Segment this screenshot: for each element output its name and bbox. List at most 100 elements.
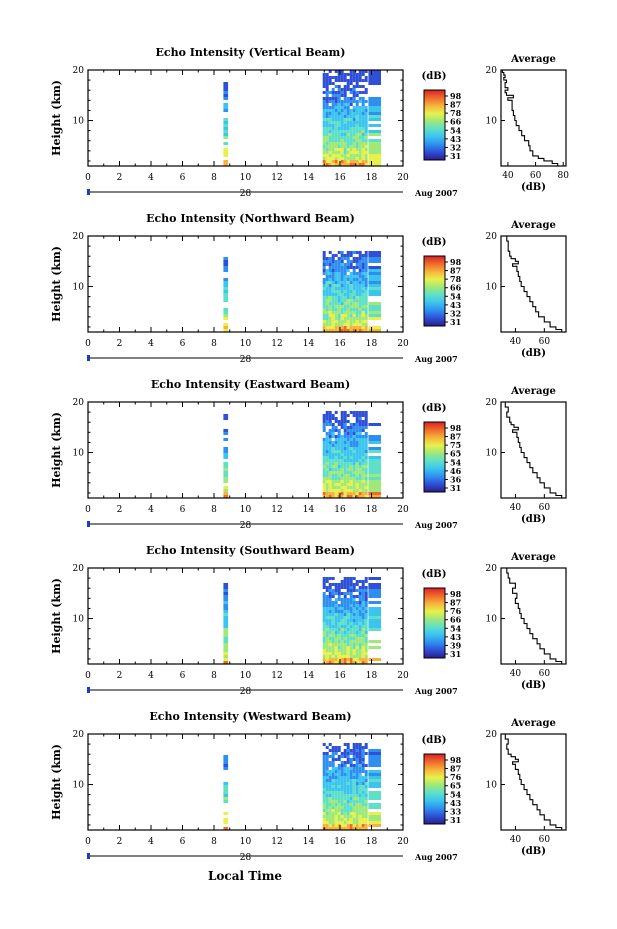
heatmap-cell bbox=[364, 492, 368, 495]
heatmap-cell bbox=[223, 263, 229, 266]
heatmap-cell bbox=[368, 815, 381, 818]
heatmap-cell bbox=[361, 637, 365, 640]
heatmap-cell bbox=[361, 610, 365, 613]
heatmap-cell bbox=[334, 589, 338, 592]
heatmap-cell bbox=[358, 284, 362, 287]
heatmap-cell bbox=[331, 423, 335, 426]
x-tick-label: 18 bbox=[366, 671, 378, 681]
heatmap-cell bbox=[346, 610, 350, 613]
heatmap-cell bbox=[361, 275, 365, 278]
heatmap-cell bbox=[334, 305, 338, 308]
heatmap-cell bbox=[368, 157, 381, 160]
heatmap-cell bbox=[352, 779, 356, 782]
heatmap-cell bbox=[358, 136, 362, 139]
heatmap-cell bbox=[337, 94, 341, 97]
heatmap-cell bbox=[331, 163, 335, 166]
heatmap-cell bbox=[358, 414, 362, 417]
heatmap-cell bbox=[322, 447, 326, 450]
heatmap-cell bbox=[352, 634, 356, 637]
heatmap-cell bbox=[331, 432, 335, 435]
heatmap-cell bbox=[361, 767, 365, 770]
heatmap-cell bbox=[340, 441, 344, 444]
heatmap-cell bbox=[337, 115, 341, 118]
heatmap-cell bbox=[343, 284, 347, 287]
heatmap-cell bbox=[361, 299, 365, 302]
heatmap-cell bbox=[349, 423, 353, 426]
heatmap-cell bbox=[368, 462, 381, 465]
heatmap-cell bbox=[223, 471, 229, 474]
heatmap-cell bbox=[322, 317, 326, 320]
heatmap-cell bbox=[346, 148, 350, 151]
heatmap-cell bbox=[328, 124, 332, 127]
heatmap-cell bbox=[340, 770, 344, 773]
heatmap-cell bbox=[337, 441, 341, 444]
heatmap-cell bbox=[328, 82, 332, 85]
heatmap-cell bbox=[352, 329, 356, 332]
heatmap-cell bbox=[334, 821, 338, 824]
heatmap-cell bbox=[337, 97, 341, 100]
heatmap-cell bbox=[364, 465, 368, 468]
heatmap-cell bbox=[361, 800, 365, 803]
heatmap-cell bbox=[343, 163, 347, 166]
profile-x-label: (dB) bbox=[521, 846, 546, 857]
heatmap-cell bbox=[331, 595, 335, 598]
heatmap-cell bbox=[358, 788, 362, 791]
heatmap-cell bbox=[328, 495, 332, 498]
heatmap-cell bbox=[349, 305, 353, 308]
heatmap-cell bbox=[322, 773, 326, 776]
heatmap-cell bbox=[349, 782, 353, 785]
heatmap-cell bbox=[340, 423, 344, 426]
heatmap-cell bbox=[223, 103, 229, 106]
x-tick-label: 12 bbox=[271, 339, 282, 349]
heatmap-cell bbox=[346, 293, 350, 296]
x-tick-label: 14 bbox=[303, 671, 315, 681]
heatmap-cell bbox=[352, 296, 356, 299]
heatmap-cell bbox=[346, 139, 350, 142]
heatmap-cell bbox=[337, 779, 341, 782]
heatmap-cell bbox=[368, 438, 381, 441]
heatmap-cell bbox=[322, 610, 326, 613]
heatmap-cell bbox=[343, 809, 347, 812]
heatmap-cell bbox=[358, 785, 362, 788]
heatmap-cell bbox=[328, 465, 332, 468]
heatmap-cell bbox=[337, 785, 341, 788]
heatmap-cell bbox=[364, 314, 368, 317]
heatmap-cell bbox=[355, 272, 359, 275]
heatmap-cell bbox=[368, 311, 381, 314]
heatmap-cell bbox=[349, 299, 353, 302]
heatmap-cell bbox=[334, 782, 338, 785]
heatmap-cell bbox=[352, 100, 356, 103]
heatmap-cell bbox=[352, 601, 356, 604]
heatmap-cell bbox=[368, 133, 381, 136]
heatmap-cell bbox=[337, 142, 341, 145]
heatmap-cell bbox=[355, 157, 359, 160]
heatmap-cell bbox=[355, 124, 359, 127]
heatmap-cell bbox=[355, 154, 359, 157]
heatmap-cell bbox=[325, 589, 329, 592]
heatmap-cell bbox=[349, 151, 353, 154]
heatmap-cell bbox=[322, 767, 326, 770]
heatmap-cell bbox=[352, 163, 356, 166]
heatmap-cell bbox=[325, 118, 329, 121]
heatmap-cell bbox=[364, 601, 368, 604]
heatmap-cell bbox=[364, 640, 368, 643]
heatmap-cell bbox=[340, 329, 344, 332]
heatmap-cell bbox=[334, 622, 338, 625]
heatmap-cell bbox=[364, 142, 368, 145]
heatmap-cell bbox=[352, 492, 356, 495]
heatmap-cell bbox=[368, 329, 381, 332]
heatmap-cell bbox=[361, 806, 365, 809]
heatmap-cell bbox=[364, 293, 368, 296]
heatmap-cell bbox=[361, 480, 365, 483]
heatmap-cell bbox=[223, 91, 229, 94]
heatmap-cell bbox=[355, 317, 359, 320]
heatmap-cell bbox=[358, 70, 362, 73]
heatmap-cell bbox=[349, 317, 353, 320]
heatmap-cell bbox=[334, 824, 338, 827]
heatmap-cell bbox=[337, 79, 341, 82]
heatmap-cell bbox=[325, 130, 329, 133]
heatmap-cell bbox=[358, 655, 362, 658]
heatmap-cell bbox=[340, 302, 344, 305]
heatmap-cell bbox=[337, 251, 341, 254]
heatmap-cell bbox=[355, 257, 359, 260]
